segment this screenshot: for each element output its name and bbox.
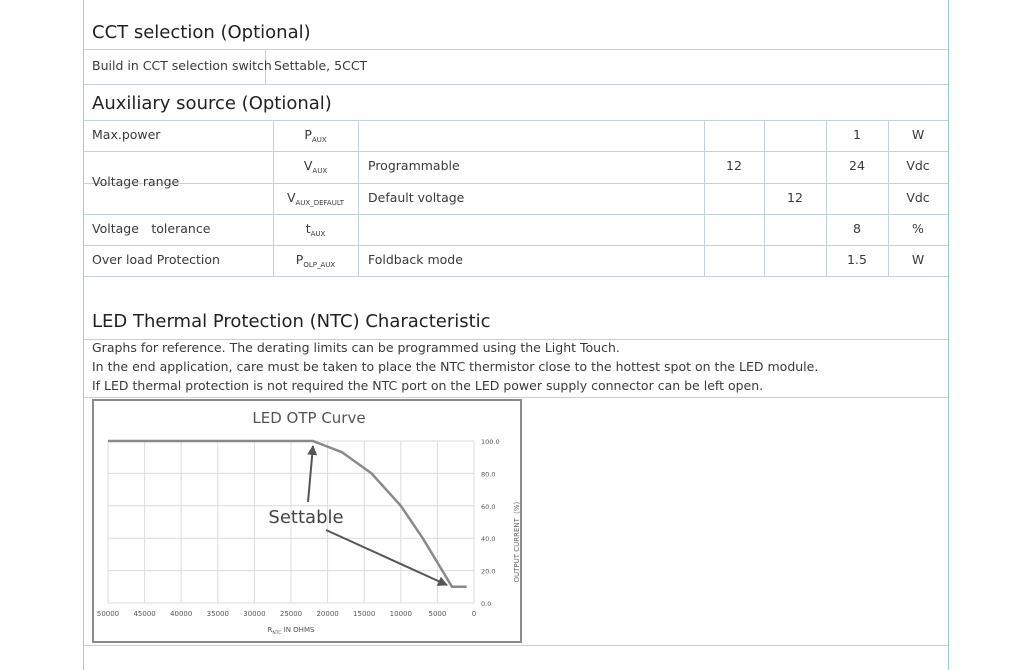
y-tick-label: 100.0 xyxy=(481,438,500,446)
symbol-sub: AUX xyxy=(311,135,327,144)
x-tick-label: 10000 xyxy=(390,610,412,618)
x-tick-label: 15000 xyxy=(353,610,375,618)
y-tick-label: 60.0 xyxy=(481,503,495,511)
cell-max: 8 xyxy=(853,220,861,236)
symbol-base: V xyxy=(303,158,313,173)
symbol: PAUX xyxy=(304,126,327,144)
condition: Programmable xyxy=(368,158,460,173)
symbol-base: P xyxy=(295,251,304,267)
x-axis-label-part: IN OHMS xyxy=(281,626,315,634)
x-tick-label: 30000 xyxy=(243,610,265,618)
symbol-sub: AUX_DEFAULT xyxy=(295,198,345,207)
x-axis-label-part: R xyxy=(268,626,273,634)
cell-unit: % xyxy=(912,220,924,236)
y-tick-label: 40.0 xyxy=(481,535,495,543)
section-title: CCT selection (Optional) xyxy=(92,22,311,43)
x-tick-label: 25000 xyxy=(280,610,302,618)
cell-unit: W xyxy=(911,126,925,142)
parameter: Voltage tolerance xyxy=(92,220,211,236)
arrow xyxy=(325,529,448,586)
parameter: Voltage range xyxy=(92,174,180,189)
cct-value: Settable, 5CCT xyxy=(274,58,368,73)
annotation: Settable xyxy=(268,507,343,528)
y-tick-label: 20.0 xyxy=(481,568,495,576)
x-tick-label: 0 xyxy=(472,610,476,618)
x-tick-label: 50000 xyxy=(97,610,119,618)
paragraph-line: In the end application, care must be tak… xyxy=(92,359,819,374)
symbol-base: P xyxy=(304,126,312,142)
cell-max: 24 xyxy=(849,158,865,173)
symbol: POLP_AUX xyxy=(295,251,336,269)
symbol-sub: AUX xyxy=(310,229,326,238)
x-axis-label: RNTC IN OHMS xyxy=(268,626,315,636)
cell-unit: Vdc xyxy=(906,189,930,205)
cell-typ: 12 xyxy=(787,189,803,205)
y-axis-label: OUTPUT CURRENT（%） xyxy=(513,497,521,582)
arrow xyxy=(307,445,318,503)
condition: Default voltage xyxy=(368,189,465,205)
cell-unit: W xyxy=(911,251,925,267)
y-tick-label: 80.0 xyxy=(481,470,495,478)
x-tick-label: 45000 xyxy=(133,610,155,618)
condition: Foldback mode xyxy=(368,251,463,267)
symbol: VAUX_DEFAULT xyxy=(286,189,345,207)
section-title: Auxiliary source (Optional) xyxy=(92,93,332,114)
cell-unit: Vdc xyxy=(906,158,930,173)
x-axis-label-part: NTC xyxy=(272,630,281,636)
x-tick-label: 20000 xyxy=(316,610,338,618)
x-tick-label: 40000 xyxy=(170,610,192,618)
symbol-base: V xyxy=(286,189,296,205)
symbol-base: t xyxy=(305,220,311,236)
cct-label: Build in CCT selection switch xyxy=(92,58,272,73)
paragraph-line: Graphs for reference. The derating limit… xyxy=(92,340,620,355)
symbol-sub: AUX xyxy=(312,167,328,175)
parameter: Over load Protection xyxy=(92,251,220,267)
y-tick-label: 0.0 xyxy=(481,600,491,608)
section-title: LED Thermal Protection (NTC) Characteris… xyxy=(92,311,491,332)
cell-max: 1 xyxy=(853,126,861,142)
x-tick-label: 35000 xyxy=(207,610,229,618)
symbol: VAUX xyxy=(303,158,328,175)
paragraph-line: If LED thermal protection is not require… xyxy=(92,378,764,393)
x-tick-label: 5000 xyxy=(428,610,446,618)
cell-max: 1.5 xyxy=(847,251,867,267)
chart-title: LED OTP Curve xyxy=(252,409,365,427)
parameter: Max.power xyxy=(92,126,161,142)
cell-min: 12 xyxy=(726,158,742,173)
symbol-sub: OLP_AUX xyxy=(303,260,336,269)
symbol: tAUX xyxy=(305,220,326,238)
